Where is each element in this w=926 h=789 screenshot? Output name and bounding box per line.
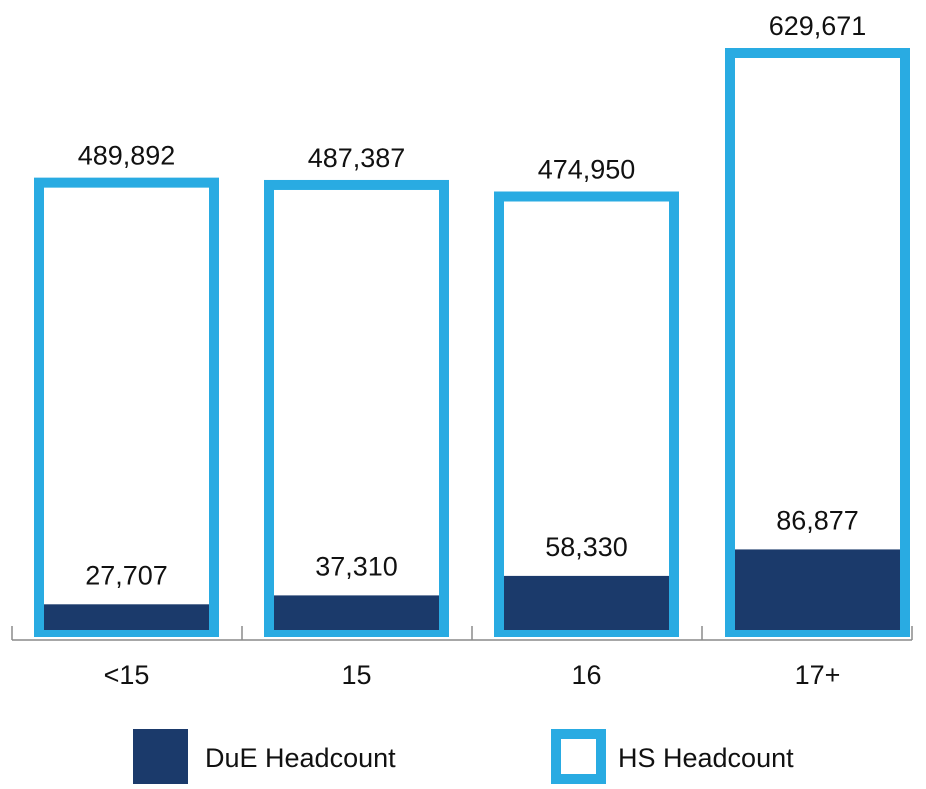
x-tick-label: 17+ — [795, 660, 841, 690]
hs-headcount-bar — [34, 177, 219, 637]
due-headcount-value-label: 37,310 — [315, 551, 398, 581]
due-headcount-value-label: 58,330 — [545, 532, 628, 562]
legend: DuE Headcount HS Headcount — [133, 729, 794, 784]
legend-swatch-hs-headcount — [551, 729, 606, 784]
data-labels-layer: 489,892 27,707 487,387 37,310 474,950 58,330 6… — [78, 11, 867, 590]
due-headcount-bar — [274, 595, 439, 630]
hs-headcount-bar — [494, 191, 679, 638]
bars-layer — [34, 48, 910, 638]
hs-headcount-bar — [264, 179, 449, 637]
legend-label-due-headcount: DuE Headcount — [205, 743, 396, 773]
x-axis: <15 15 16 17+ — [11, 626, 913, 690]
due-headcount-bar — [44, 604, 209, 630]
x-tick-label: 16 — [571, 660, 601, 690]
x-tick-label: 15 — [341, 660, 371, 690]
hs-headcount-bar — [725, 48, 910, 637]
hs-headcount-value-label: 474,950 — [538, 154, 636, 184]
legend-swatch-due-headcount — [133, 729, 188, 784]
due-headcount-bar — [504, 575, 669, 630]
legend-label-hs-headcount: HS Headcount — [618, 743, 794, 773]
due-headcount-value-label: 86,877 — [776, 505, 859, 535]
due-headcount-bar — [735, 549, 900, 630]
x-tick-label: <15 — [104, 660, 150, 690]
hs-headcount-value-label: 629,671 — [769, 11, 867, 41]
due-headcount-value-label: 27,707 — [85, 560, 168, 590]
hs-headcount-value-label: 489,892 — [78, 141, 176, 171]
hs-headcount-value-label: 487,387 — [308, 143, 406, 173]
